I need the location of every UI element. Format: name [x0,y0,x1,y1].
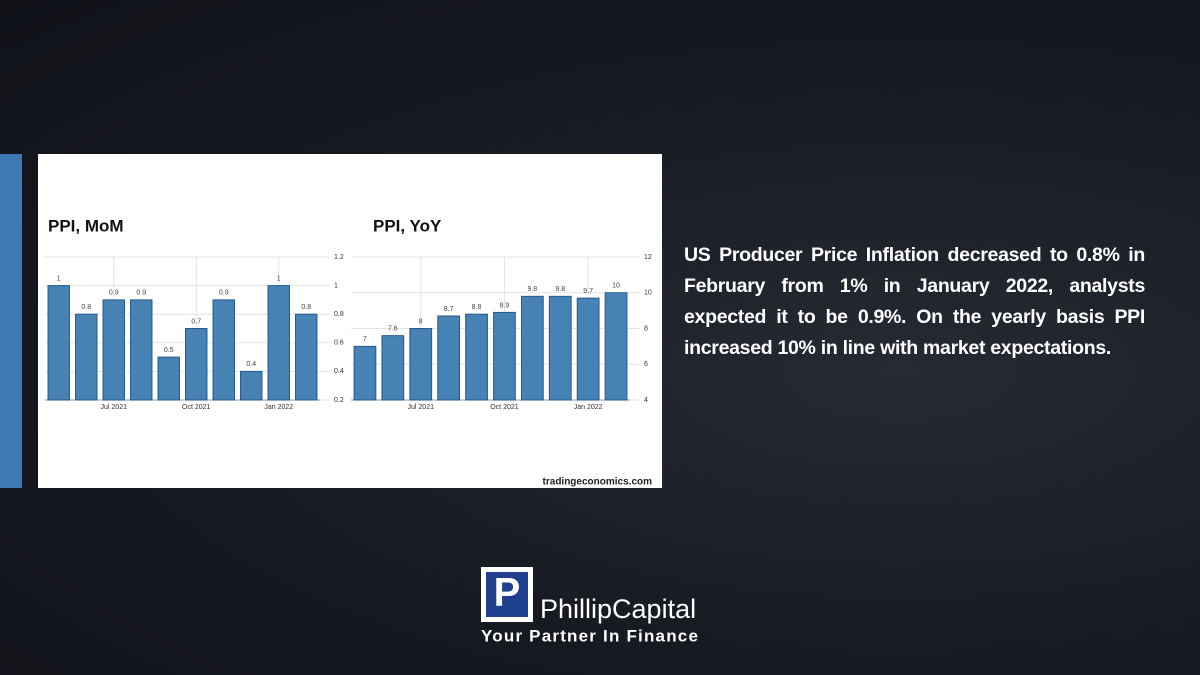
y-tick-label: 10 [644,290,652,297]
bar [409,328,433,401]
bar [212,299,235,401]
bar [353,345,377,401]
y-tick-label: 6 [644,361,648,368]
y-tick-label: 8 [644,325,648,332]
y-tick-label: 0.4 [334,368,344,375]
bar [75,313,98,401]
chart-title: PPI, YoY [373,216,442,235]
value-label: 8.7 [444,306,454,313]
value-label: 0.8 [81,304,91,311]
bar [102,299,125,401]
value-label: 0.5 [164,347,174,354]
value-label: 9.8 [555,286,565,293]
value-label: 0.8 [301,304,311,311]
bar [185,328,208,401]
bar [548,295,572,401]
summary-text: US Producer Price Inflation decreased to… [684,244,1145,359]
x-tick-label: Jul 2021 [408,404,435,411]
bar [157,356,180,401]
x-tick-label: Jan 2022 [264,404,293,411]
value-label: 0.9 [109,290,119,297]
y-tick-label: 0.6 [334,340,344,347]
accent-strip [0,154,22,488]
bar [295,313,318,401]
bar [576,297,600,401]
value-label: 8.8 [472,304,482,311]
y-tick-label: 4 [644,397,648,404]
y-tick-label: 1.2 [334,254,344,261]
bar [520,295,544,401]
source: tradingeconomics.com [543,477,653,488]
value-label: 1 [57,275,61,282]
value-label: 0.9 [219,290,229,297]
y-tick-label: 0.8 [334,311,344,318]
y-tick-label: 1 [334,282,338,289]
logo-name: PhillipCapital [540,594,696,624]
bar [130,299,153,401]
value-label: 0.7 [191,318,201,325]
bar [47,285,70,401]
bar [267,285,290,401]
x-tick-label: Jul 2021 [101,404,128,411]
bar [465,313,488,401]
bar [437,315,461,401]
bar [381,335,405,401]
value-label: 10 [612,283,620,290]
y-tick-label: 0.2 [334,397,344,404]
bar [493,311,516,401]
value-label: 9.7 [583,288,593,295]
value-label: 8 [419,318,423,325]
value-label: 7.6 [388,325,398,332]
bar [604,292,628,401]
value-label: 9.8 [527,286,537,293]
x-tick-label: Jan 2022 [574,404,603,411]
value-label: 7 [363,336,367,343]
chart-title: PPI, MoM [48,216,124,235]
bar [240,370,263,401]
value-label: 0.9 [136,290,146,297]
y-tick-label: 12 [644,254,652,261]
x-tick-label: Oct 2021 [182,404,211,411]
value-label: 0.4 [246,361,256,368]
value-label: 8.9 [500,302,510,309]
value-label: 1 [277,275,281,282]
x-tick-label: Oct 2021 [490,404,519,411]
logo-inner [486,572,528,617]
logo-icon: P [494,571,521,615]
logo-tagline: Your Partner In Finance [481,626,699,645]
